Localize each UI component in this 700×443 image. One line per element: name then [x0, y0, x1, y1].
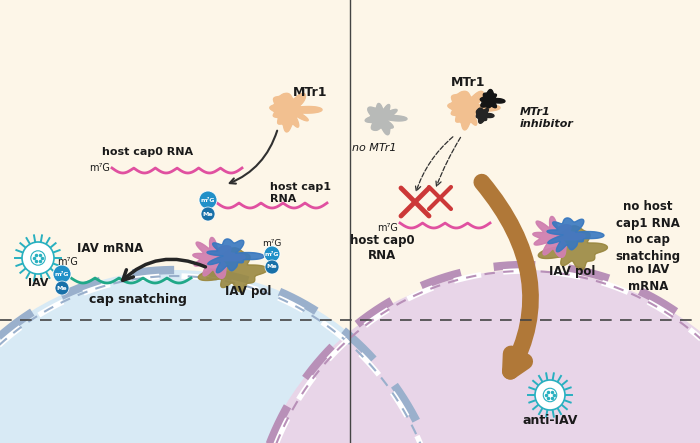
Polygon shape	[365, 104, 407, 135]
Text: no cap
snatching: no cap snatching	[615, 233, 680, 263]
Text: Me: Me	[203, 211, 214, 217]
Text: m⁷G: m⁷G	[377, 223, 398, 233]
Polygon shape	[547, 218, 604, 252]
Circle shape	[55, 281, 69, 295]
Text: m⁷G: m⁷G	[265, 252, 279, 256]
Text: MTr1
inhibitor: MTr1 inhibitor	[520, 107, 574, 129]
Text: Me: Me	[57, 285, 67, 291]
Text: cap snatching: cap snatching	[89, 294, 187, 307]
Polygon shape	[476, 108, 494, 123]
Ellipse shape	[0, 270, 455, 443]
Circle shape	[265, 260, 279, 274]
Text: no IAV
mRNA: no IAV mRNA	[626, 263, 669, 293]
Polygon shape	[207, 239, 264, 273]
Text: IAV mRNA: IAV mRNA	[77, 241, 144, 254]
Text: MTr1: MTr1	[451, 75, 485, 89]
Circle shape	[264, 246, 280, 262]
Polygon shape	[198, 248, 267, 292]
Text: host cap0 RNA: host cap0 RNA	[102, 147, 194, 157]
Circle shape	[201, 207, 215, 221]
Polygon shape	[533, 217, 585, 257]
Polygon shape	[193, 237, 245, 278]
Text: IAV: IAV	[28, 278, 48, 288]
FancyArrowPatch shape	[482, 182, 531, 371]
Text: no MTr1: no MTr1	[351, 143, 396, 153]
Text: host cap0
RNA: host cap0 RNA	[350, 234, 414, 262]
Polygon shape	[448, 91, 500, 130]
Text: anti-IAV: anti-IAV	[522, 413, 578, 427]
Text: MTr1: MTr1	[293, 85, 328, 98]
Text: IAV pol: IAV pol	[225, 285, 271, 299]
Circle shape	[53, 265, 71, 283]
Text: Me: Me	[267, 264, 277, 269]
Text: m⁷G: m⁷G	[55, 272, 69, 276]
Text: m⁷G: m⁷G	[90, 163, 111, 173]
Polygon shape	[538, 226, 608, 270]
Text: m⁷G: m⁷G	[262, 238, 281, 248]
Ellipse shape	[245, 270, 700, 443]
Text: host cap1
RNA: host cap1 RNA	[270, 182, 331, 204]
Circle shape	[199, 191, 217, 209]
Polygon shape	[270, 93, 322, 132]
Circle shape	[22, 242, 54, 274]
Text: no host
cap1 RNA: no host cap1 RNA	[616, 200, 680, 230]
Text: IAV pol: IAV pol	[549, 265, 595, 279]
Polygon shape	[480, 89, 505, 108]
Text: m⁷G: m⁷G	[57, 257, 78, 267]
Circle shape	[535, 380, 565, 410]
Text: m⁷G: m⁷G	[201, 198, 216, 202]
